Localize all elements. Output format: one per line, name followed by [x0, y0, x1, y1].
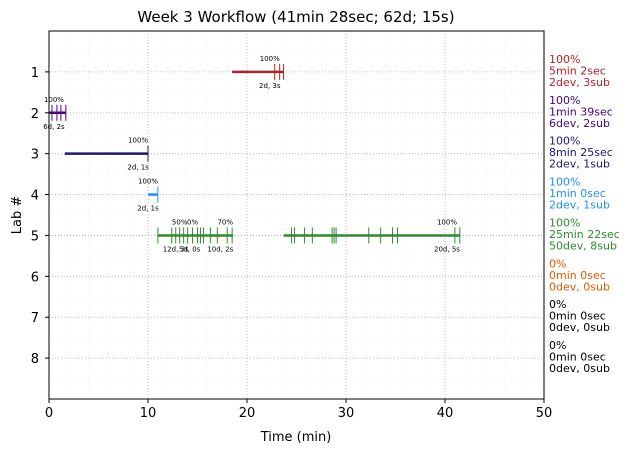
lab-6-summary-line: 0dev, 0sub — [549, 280, 610, 293]
grid — [49, 31, 544, 399]
x-tick-label: 40 — [437, 406, 454, 421]
y-tick-label: 3 — [31, 148, 39, 163]
lab-5-count-label: 20d, 5s — [434, 245, 460, 253]
y-tick-label: 1 — [31, 66, 39, 81]
lab-1-summary-line: 100% — [549, 53, 580, 66]
lab-1-summary-line: 2dev, 3sub — [549, 76, 610, 89]
lab-6-summary-line: 0min 0sec — [549, 269, 606, 282]
lab-3-summary-line: 2dev, 1sub — [549, 158, 610, 171]
lab-3-count-label: 2d, 1s — [127, 164, 149, 172]
lab-5-summary-line: 100% — [549, 216, 580, 229]
y-tick-label: 8 — [31, 352, 39, 367]
y-tick-label: 4 — [31, 189, 39, 204]
lab-1-summary-line: 5min 2sec — [549, 64, 606, 77]
lab-8-summary-line: 0min 0sec — [549, 351, 606, 364]
x-tick-label: 0 — [45, 406, 53, 421]
lab-4-summary-line: 1min 0sec — [549, 187, 606, 200]
axes: 0 10 20 30 40 50 1 2 3 4 5 6 7 8 — [31, 66, 553, 421]
lab-6-summary-line: 0% — [549, 257, 566, 270]
y-tick-label: 6 — [31, 270, 39, 285]
y-tick-label: 7 — [31, 311, 39, 326]
lab-3-summary-line: 8min 25sec — [549, 146, 613, 159]
lab-4-progress-label: 100% — [138, 178, 158, 186]
lab-2-summary-line: 1min 39sec — [549, 105, 613, 118]
lab-7-summary-line: 0dev, 0sub — [549, 321, 610, 334]
x-tick-label: 20 — [239, 406, 256, 421]
x-axis-label: Time (min) — [260, 430, 332, 445]
x-tick-label: 30 — [338, 406, 355, 421]
lab-2-summary-line: 6dev, 2sub — [549, 117, 610, 130]
lab-4-summary-line: 2dev, 1sub — [549, 199, 610, 212]
lab-2-count-label: 6d, 2s — [43, 123, 65, 131]
lab-5-progress-label: 100% — [437, 218, 457, 226]
lab-8-summary-line: 0% — [549, 339, 566, 352]
lab-7-summary-line: 0min 0sec — [549, 310, 606, 323]
y-axis-label: Lab # — [10, 196, 25, 235]
lab-5-count-label: 12d, 3s — [163, 245, 189, 253]
lab-5-progress-label: 0% — [187, 218, 198, 226]
plot-frame — [48, 30, 545, 400]
y-tick-label: 5 — [31, 229, 39, 244]
lab-3-summary-line: 100% — [549, 135, 580, 148]
lab-1-count-label: 2d, 3s — [259, 82, 281, 90]
lab-2-progress-label: 100% — [44, 96, 64, 104]
lab-3-progress-label: 100% — [128, 137, 148, 145]
lab-1-progress-label: 100% — [260, 55, 280, 63]
lab-5-summary-line: 50dev, 8sub — [549, 239, 617, 252]
lab-2-summary-line: 100% — [549, 94, 580, 107]
lab-5-count-label: 10d, 2s — [207, 245, 233, 253]
y-tick-label: 2 — [31, 107, 39, 122]
lab-5-progress-label: 70% — [217, 218, 233, 226]
x-tick-label: 10 — [140, 406, 157, 421]
plot-data: 100% 2d, 3s 100% 6d, 2s 100% 2d, 1s 100% 2d, 1s… — [43, 55, 461, 253]
x-tick-label: 50 — [536, 406, 553, 421]
lab-4-count-label: 2d, 1s — [137, 205, 159, 213]
lab-4-summary-line: 100% — [549, 176, 580, 189]
lab-5-count-label: 5d, 0s — [179, 245, 201, 253]
lab-5-progress-label: 50% — [172, 218, 188, 226]
lab-5-summary-line: 25min 22sec — [549, 228, 620, 241]
chart-title: Week 3 Workflow (41min 28sec; 62d; 15s) — [137, 8, 454, 26]
lab-7-summary-line: 0% — [549, 298, 566, 311]
lab-8-summary-line: 0dev, 0sub — [549, 362, 610, 375]
